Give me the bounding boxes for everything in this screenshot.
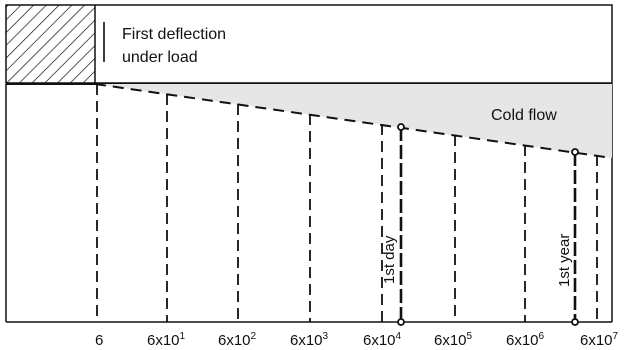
tick-label: 6x103 <box>290 331 329 349</box>
first-year-top-point <box>571 148 579 156</box>
first-year-label: 1st year <box>556 234 573 287</box>
first-year-axis-point <box>571 318 579 326</box>
tick-label: 6x105 <box>434 331 473 349</box>
first-deflection-label-line2: under load <box>122 49 198 66</box>
tick-label: 6x106 <box>506 331 545 349</box>
cold-flow-label: Cold flow <box>491 107 557 124</box>
tick-label: 6x101 <box>147 331 186 349</box>
first-day-top-point <box>397 123 405 131</box>
first-deflection-label-line1: First deflection <box>122 26 226 43</box>
tick-label: 6x104 <box>363 331 402 349</box>
hatched-block <box>6 5 95 83</box>
tick-label: 6x107 <box>580 331 619 349</box>
tick-label: 6x102 <box>218 331 257 349</box>
x-axis-ticks: 6 6x101 6x102 6x103 6x104 6x105 6x106 6x… <box>95 331 619 349</box>
tick-label: 6 <box>95 332 103 349</box>
first-day-axis-point <box>397 318 405 326</box>
first-day-label: 1st day <box>381 235 398 284</box>
top-band-frame <box>5 4 613 84</box>
